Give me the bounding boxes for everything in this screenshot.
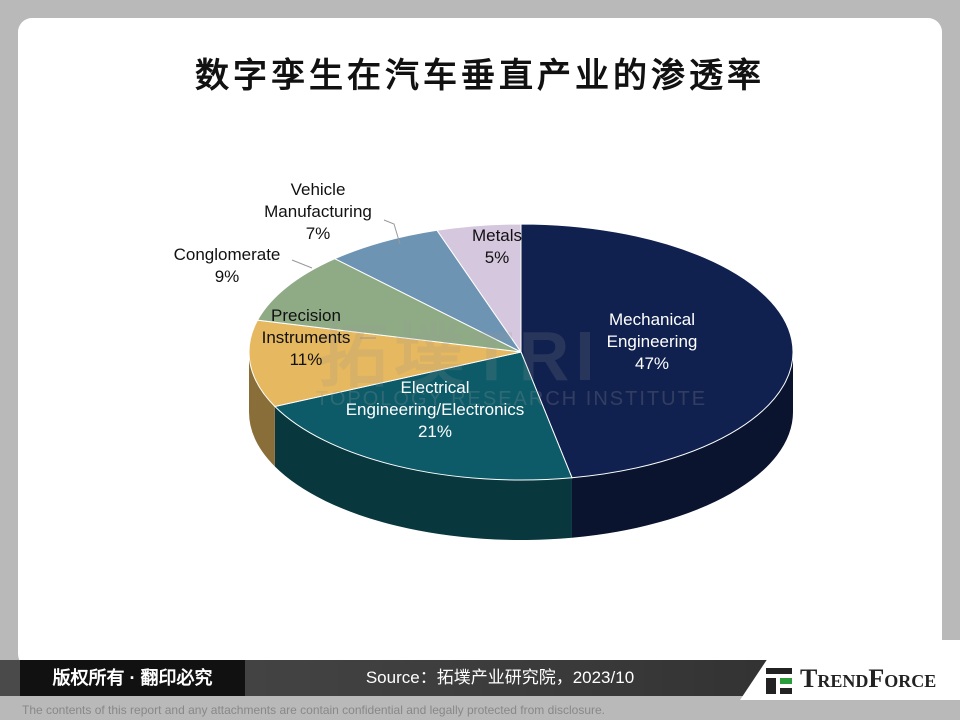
category-label: Mechanical Engineering — [606, 310, 698, 351]
pie-slice — [520, 223, 794, 479]
category-label: Electrical Engineering/Electronics — [345, 378, 525, 419]
category-label: Vehicle Manufacturing — [264, 180, 372, 221]
watermark-text: TOPOLOGY RESEARCH INSTITUTE — [316, 388, 708, 410]
leader-line — [383, 219, 401, 245]
pie-slice — [436, 223, 522, 354]
disclaimer: The contents of this report and any atta… — [22, 703, 605, 717]
data-label: Mechanical Engineering 47% — [607, 309, 698, 375]
pie-slice — [248, 319, 522, 408]
pie-slice — [333, 229, 522, 353]
data-label: Vehicle Manufacturing 7% — [264, 179, 372, 245]
value-label: 47% — [634, 354, 670, 373]
source: Source：拓墣产业研究院，2023/10 — [365, 668, 635, 687]
data-label: Precision Instruments 11% — [262, 305, 351, 371]
category-label: Conglomerate — [173, 245, 281, 264]
category-label: Metals — [471, 226, 523, 245]
brand: TrendForce — [800, 664, 937, 693]
data-label: Conglomerate 9% — [174, 244, 281, 288]
value-label: 21% — [417, 422, 453, 441]
leader-line — [291, 259, 313, 269]
data-label: Metals 5% — [472, 225, 522, 269]
value-label: 7% — [305, 224, 331, 243]
chart-title: 数字孪生在汽车垂直产业的渗透率 — [195, 56, 765, 96]
pie-side — [274, 406, 572, 540]
rights: 版权所有 · 翻印必究 — [20, 660, 245, 696]
data-label: Electrical Engineering/Electronics 21% — [346, 377, 525, 443]
pie-side — [571, 352, 793, 538]
value-label: 11% — [289, 350, 323, 369]
pie-slice — [256, 258, 522, 353]
value-label: 5% — [484, 248, 510, 267]
category-label: Precision Instruments — [261, 306, 351, 347]
pie-slice — [273, 351, 573, 481]
value-label: 9% — [214, 267, 240, 286]
